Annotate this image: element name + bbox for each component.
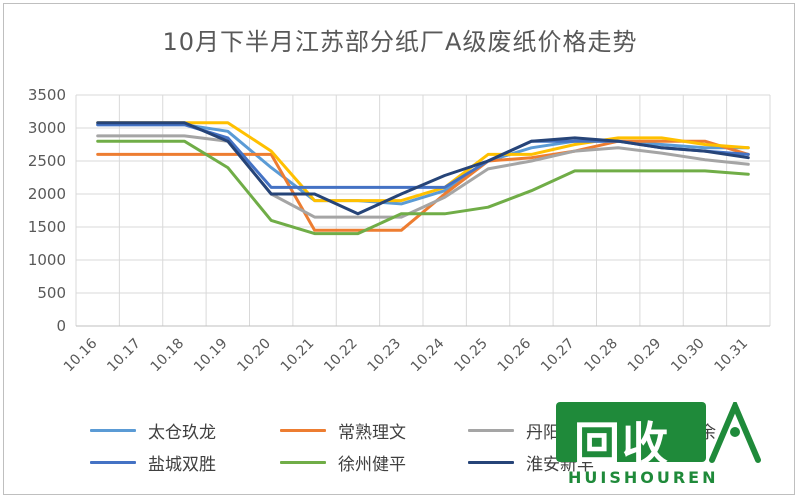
watermark-subtext: HUISHOUREN bbox=[568, 468, 719, 487]
watermark-logo-text: 回收 bbox=[574, 417, 670, 471]
x-tick-label: 10.28 bbox=[581, 336, 621, 376]
series-line bbox=[96, 139, 750, 236]
watermark-logo: 回收 HUISHOUREN bbox=[548, 398, 768, 494]
legend-item: 常熟理文 bbox=[280, 418, 406, 443]
x-tick-label: 10.19 bbox=[191, 336, 231, 376]
legend-item: 徐州健平 bbox=[280, 450, 406, 475]
y-tick-label: 3000 bbox=[28, 119, 66, 137]
legend-swatch bbox=[468, 460, 514, 464]
x-tick-label: 10.25 bbox=[451, 336, 491, 376]
legend-item: 盐城双胜 bbox=[90, 450, 216, 475]
legend-item: 太仓玖龙 bbox=[90, 418, 216, 443]
watermark-box: 回收 bbox=[556, 402, 706, 471]
y-tick-label: 1000 bbox=[28, 251, 66, 269]
x-tick-label: 10.20 bbox=[234, 336, 274, 376]
y-tick-label: 2500 bbox=[28, 152, 66, 170]
x-tick-label: 10.21 bbox=[278, 336, 318, 376]
legend-swatch bbox=[280, 460, 326, 464]
x-tick-label: 10.18 bbox=[148, 336, 188, 376]
series-line bbox=[96, 123, 750, 206]
x-tick-label: 10.22 bbox=[321, 336, 361, 376]
x-tick-label: 10.24 bbox=[408, 335, 448, 375]
chart-title: 10月下半月江苏部分纸厂A级废纸价格走势 bbox=[162, 28, 638, 56]
legend-label: 太仓玖龙 bbox=[148, 422, 216, 443]
x-tick-label: 10.31 bbox=[711, 336, 751, 376]
legend-label: 盐城双胜 bbox=[148, 454, 216, 475]
y-tick-label: 500 bbox=[37, 284, 66, 302]
x-tick-label: 10.27 bbox=[538, 336, 578, 376]
x-tick-label: 10.17 bbox=[104, 336, 144, 376]
legend-swatch bbox=[90, 428, 136, 432]
x-tick-label: 10.30 bbox=[668, 336, 708, 376]
legend-swatch bbox=[468, 428, 514, 432]
legend-label: 徐州健平 bbox=[338, 454, 406, 475]
y-tick-label: 0 bbox=[56, 317, 66, 335]
x-tick-label: 10.16 bbox=[61, 335, 101, 375]
y-tick-label: 3500 bbox=[28, 86, 66, 104]
x-tick-label: 10.29 bbox=[625, 336, 665, 376]
legend-label: 常熟理文 bbox=[338, 422, 406, 443]
y-tick-label: 2000 bbox=[28, 185, 66, 203]
x-tick-label: 10.26 bbox=[495, 335, 535, 375]
x-tick-label: 10.23 bbox=[364, 336, 404, 376]
legend-swatch bbox=[280, 428, 326, 432]
series-line bbox=[96, 121, 750, 216]
watermark-figure-icon bbox=[709, 402, 761, 463]
legend-swatch bbox=[90, 460, 136, 464]
series-line bbox=[96, 134, 750, 219]
series-line bbox=[96, 121, 750, 203]
y-tick-label: 1500 bbox=[28, 218, 66, 236]
